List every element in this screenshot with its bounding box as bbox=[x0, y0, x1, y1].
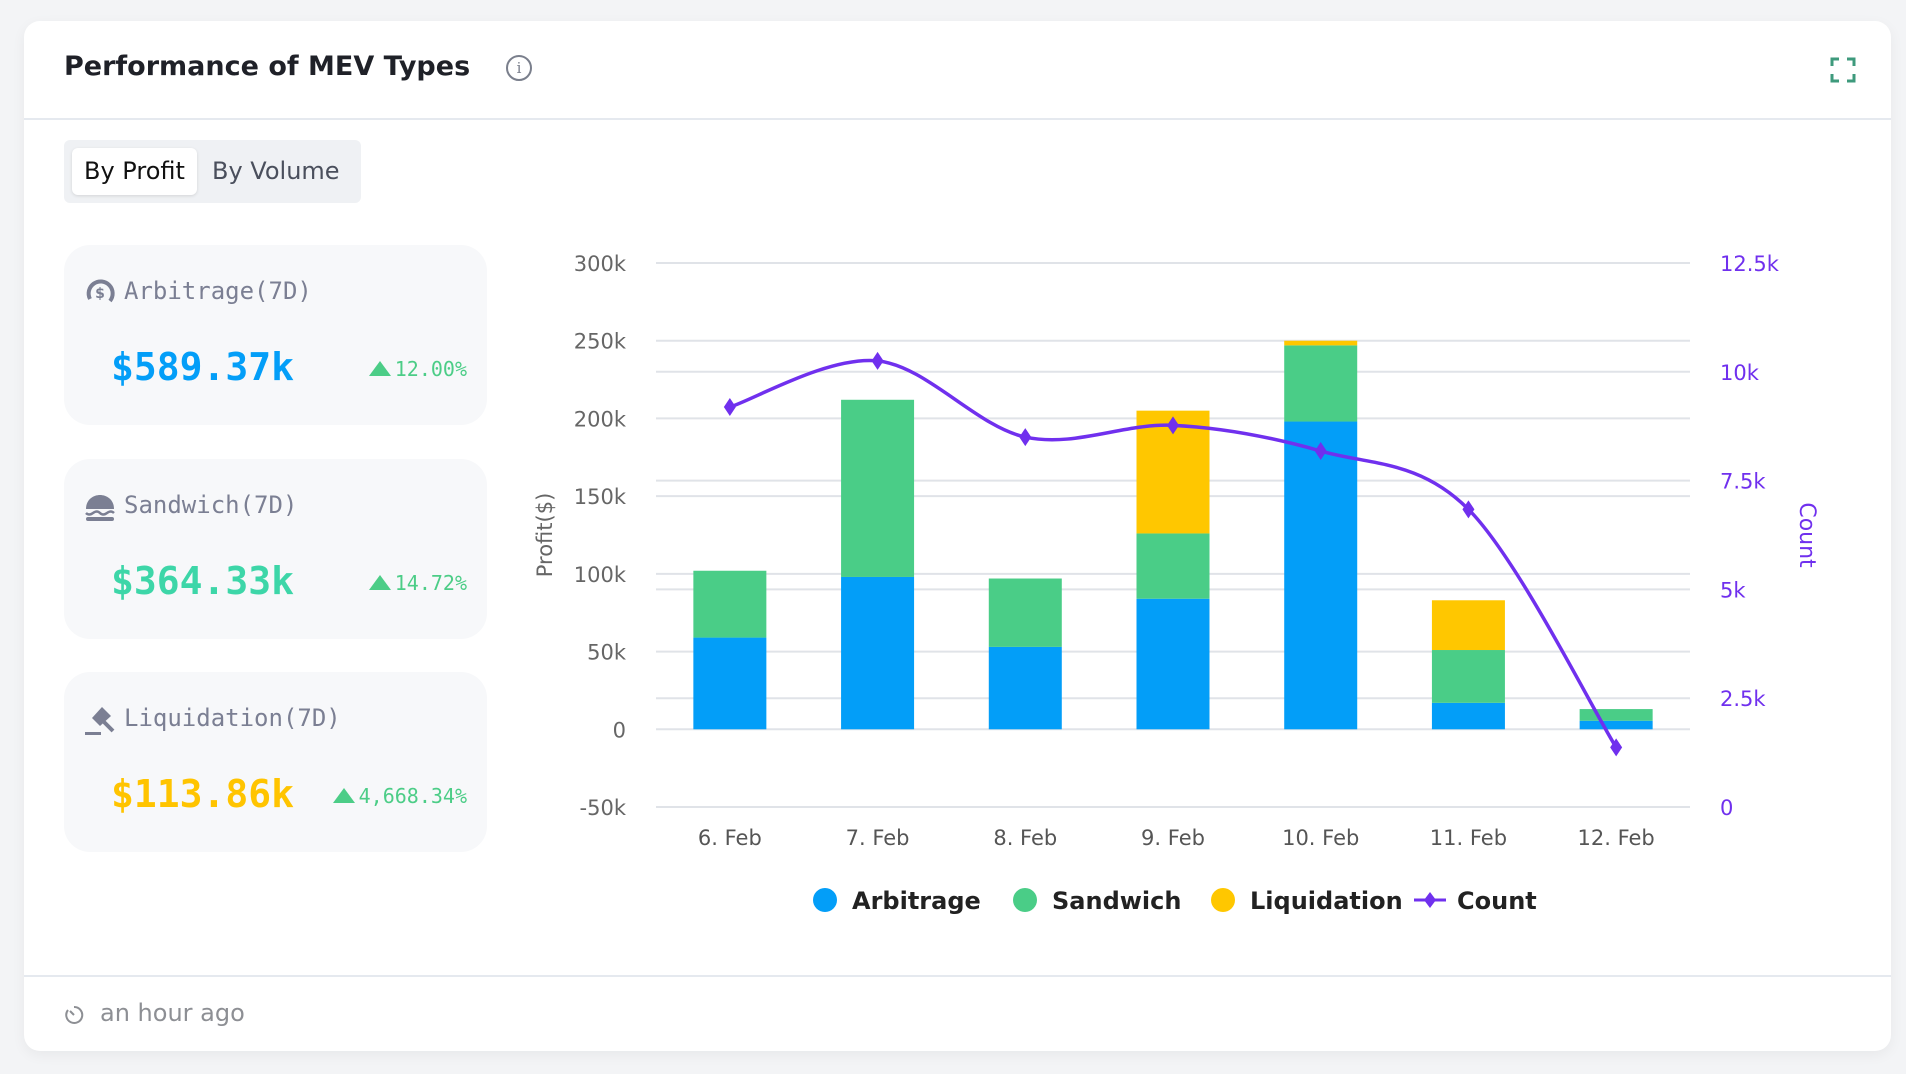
count-point bbox=[1610, 738, 1623, 757]
count-point bbox=[871, 351, 884, 370]
y2-tick-label: 5k bbox=[1720, 578, 1746, 602]
stat-change-value: 14.72% bbox=[394, 571, 467, 595]
timer-icon bbox=[65, 1005, 84, 1024]
legend-item-liquidation[interactable]: Liquidation bbox=[1250, 887, 1403, 915]
legend-marker-sandwich bbox=[1013, 888, 1037, 912]
y-tick-label: 0 bbox=[613, 718, 626, 742]
y2-tick-label: 2.5k bbox=[1720, 687, 1766, 711]
stat-label: Arbitrage(7D) bbox=[124, 277, 312, 305]
y-tick-label: 50k bbox=[587, 641, 627, 665]
legend-item-arbitrage[interactable]: Arbitrage bbox=[852, 887, 981, 915]
tab-by-profit[interactable]: By Profit bbox=[72, 148, 197, 195]
y-tick-label: 100k bbox=[574, 563, 627, 587]
bar-sandwich bbox=[1579, 709, 1653, 721]
bar-sandwich bbox=[988, 578, 1062, 647]
x-tick-label: 9. Feb bbox=[1141, 826, 1205, 850]
bar-arbitrage bbox=[841, 576, 915, 730]
stat-value: $113.86k bbox=[111, 772, 295, 816]
bar-arbitrage bbox=[988, 646, 1062, 730]
stat-label: Liquidation(7D) bbox=[124, 704, 341, 732]
y2-tick-label: 10k bbox=[1720, 361, 1760, 385]
arbitrage-coin-icon: $ bbox=[86, 279, 115, 303]
y-tick-label: -50k bbox=[580, 796, 627, 820]
legend-item-sandwich[interactable]: Sandwich bbox=[1052, 887, 1181, 915]
x-tick-label: 12. Feb bbox=[1578, 826, 1655, 850]
stat-card-liquidation: Liquidation(7D) $113.86k 4,668.34% bbox=[64, 672, 487, 852]
last-updated: an hour ago bbox=[100, 999, 245, 1027]
info-icon[interactable]: i bbox=[506, 55, 532, 81]
stat-card-sandwich: Sandwich(7D) $364.33k 14.72% bbox=[64, 459, 487, 639]
bar-arbitrage bbox=[1284, 421, 1358, 730]
y2-tick-label: 0 bbox=[1720, 796, 1733, 820]
y-axis-label: Profit($) bbox=[533, 493, 557, 578]
stat-label: Sandwich(7D) bbox=[124, 491, 298, 519]
stat-change-value: 4,668.34% bbox=[358, 784, 467, 808]
legend-marker-liquidation bbox=[1211, 888, 1235, 912]
count-point bbox=[1019, 428, 1032, 447]
up-arrow-icon bbox=[368, 361, 391, 376]
y-tick-label: 250k bbox=[574, 330, 627, 354]
mev-performance-card: Performance of MEV Types i By Profit By … bbox=[24, 21, 1891, 1051]
y2-tick-label: 12.5k bbox=[1720, 252, 1780, 276]
legend-marker-count-diamond bbox=[1424, 892, 1436, 908]
view-toggle: By Profit By Volume bbox=[64, 140, 361, 203]
bar-arbitrage bbox=[1431, 702, 1505, 730]
count-point bbox=[723, 398, 736, 417]
x-tick-label: 8. Feb bbox=[993, 826, 1057, 850]
y-tick-label: 150k bbox=[574, 485, 627, 509]
count-point bbox=[1314, 442, 1327, 461]
fullscreen-icon[interactable] bbox=[1830, 57, 1856, 83]
stat-value: $589.37k bbox=[111, 345, 295, 389]
count-point bbox=[1167, 416, 1179, 435]
count-point bbox=[1462, 500, 1475, 519]
x-tick-label: 11. Feb bbox=[1430, 826, 1507, 850]
bar-liquidation bbox=[1431, 600, 1505, 651]
y2-axis-label: Count bbox=[1794, 502, 1819, 568]
y2-tick-label: 7.5k bbox=[1720, 470, 1766, 494]
bar-sandwich bbox=[1431, 650, 1505, 703]
y-tick-label: 200k bbox=[574, 407, 627, 431]
y-tick-label: 300k bbox=[574, 252, 627, 276]
stat-change: 4,668.34% bbox=[332, 784, 467, 808]
bar-sandwich bbox=[1136, 533, 1210, 599]
tab-by-volume[interactable]: By Volume bbox=[212, 157, 340, 185]
up-arrow-icon bbox=[332, 788, 355, 803]
bar-sandwich bbox=[841, 399, 915, 577]
bar-arbitrage bbox=[693, 637, 767, 730]
x-tick-label: 7. Feb bbox=[846, 826, 910, 850]
stat-change-value: 12.00% bbox=[394, 357, 467, 381]
x-tick-label: 10. Feb bbox=[1282, 826, 1359, 850]
stat-change: 12.00% bbox=[368, 357, 467, 381]
bar-arbitrage bbox=[1136, 598, 1210, 730]
legend-marker-arbitrage bbox=[813, 888, 837, 912]
card-footer: an hour ago bbox=[24, 975, 1891, 1053]
x-tick-label: 6. Feb bbox=[698, 826, 762, 850]
up-arrow-icon bbox=[368, 575, 391, 590]
card-title: Performance of MEV Types bbox=[64, 51, 471, 82]
svg-text:$: $ bbox=[95, 286, 105, 302]
gavel-icon bbox=[85, 707, 115, 735]
bar-arbitrage bbox=[1579, 720, 1653, 730]
stat-change: 14.72% bbox=[368, 571, 467, 595]
bar-sandwich bbox=[693, 570, 767, 638]
stat-card-arbitrage: $ Arbitrage(7D) $589.37k 12.00% bbox=[64, 245, 487, 425]
stat-value: $364.33k bbox=[111, 559, 295, 603]
bar-sandwich bbox=[1284, 345, 1358, 422]
legend-item-count[interactable]: Count bbox=[1457, 887, 1537, 915]
bar-liquidation bbox=[1284, 340, 1358, 346]
sandwich-icon bbox=[85, 495, 115, 521]
card-header: Performance of MEV Types i bbox=[24, 21, 1891, 120]
